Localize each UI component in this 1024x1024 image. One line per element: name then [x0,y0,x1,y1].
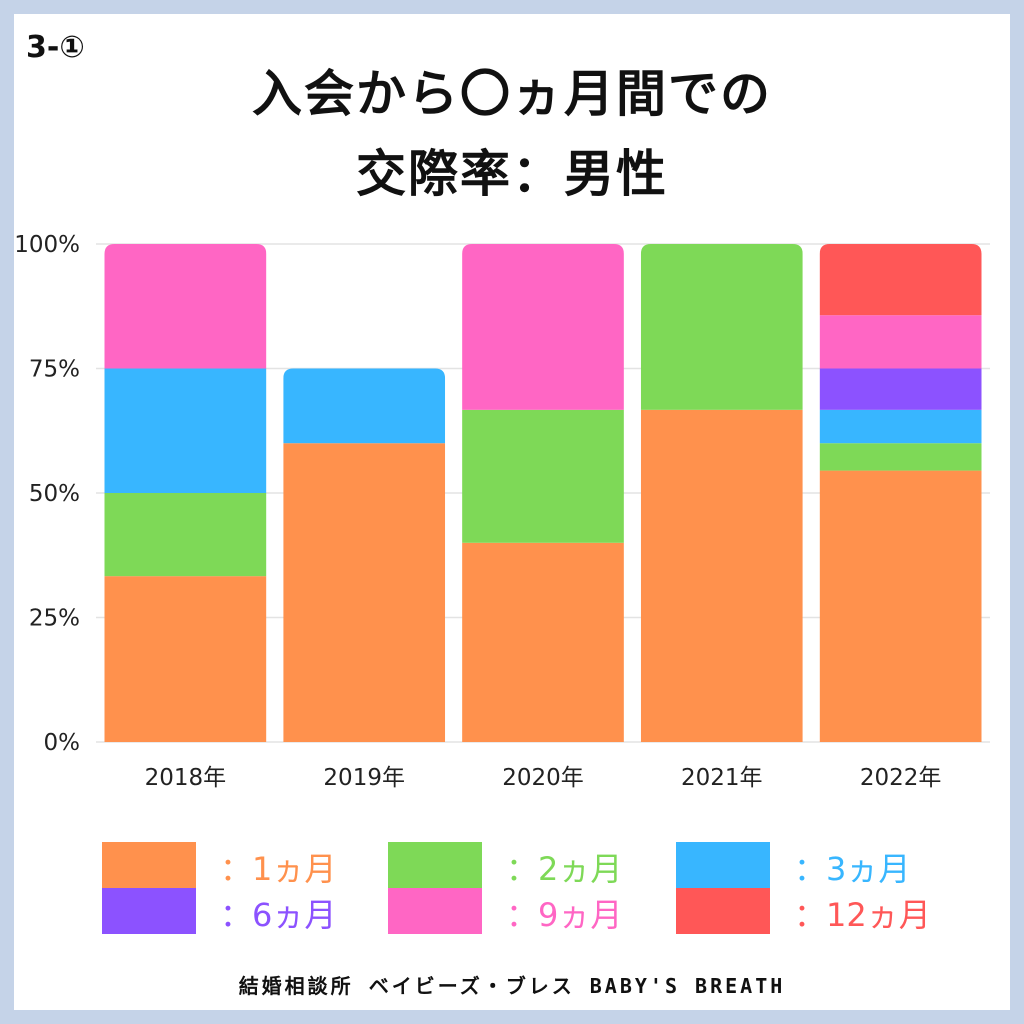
section-badge: 3-① [26,30,85,65]
bar-stack [283,368,446,742]
y-tick-label: 0% [44,730,81,756]
chart-title-line-1: 入会から〇ヵ月間での [252,65,772,123]
legend-swatch [676,888,770,934]
legend-label: ：1ヵ月 [220,850,337,888]
bar-segment [819,368,982,410]
bar-stack [819,244,982,742]
bar-segment [104,493,267,577]
stacked-bar-chart: 0% 25% 50% 75% 100% 2018年 2019年 2020年 2021年 2022年 [14,232,990,791]
x-tick-label: 2018年 [145,765,227,791]
bar-segment [104,244,267,369]
legend-swatch [388,888,482,934]
chart-title-line-2: 交際率：男性 [356,145,668,203]
legend-label: ：12ヵ月 [794,896,931,934]
bar-segment [640,244,803,410]
bar-segment [819,244,982,316]
legend-swatch [102,888,196,934]
x-tick-label: 2021年 [681,765,763,791]
bar-stack [640,244,803,742]
bar-segment [819,443,982,471]
bar-segment [819,409,982,444]
bar-segment [819,470,982,742]
bar-segment [462,409,624,543]
x-tick-label: 2020年 [502,765,584,791]
bar-stack [104,244,267,742]
legend-label: ：2ヵ月 [506,850,623,888]
bar-segment [104,368,267,493]
legend-label: ：6ヵ月 [220,896,337,934]
bar-segment [462,244,624,410]
y-tick-label: 50% [29,481,80,507]
y-tick-label: 100% [14,232,80,258]
footer-brand: 結婚相談所 ベイビーズ・ブレス BABY'S BREATH [238,974,786,998]
x-tick-label: 2019年 [323,765,405,791]
legend-label: ：9ヵ月 [506,896,623,934]
legend-swatch [388,842,482,888]
legend-swatch [102,842,196,888]
chart-legend: ：1ヵ月 ：2ヵ月 ：3ヵ月 ：6ヵ月 ：9ヵ月 ：12ヵ月 [0,838,1024,938]
bar-segment [819,315,982,369]
bar-segment [283,368,446,444]
bar-segment [462,542,624,742]
legend-label: ：3ヵ月 [794,850,911,888]
bar-stack [462,244,624,742]
x-tick-label: 2022年 [860,765,942,791]
y-tick-label: 75% [29,357,80,383]
bar-segment [104,576,267,742]
y-tick-label: 25% [29,606,80,632]
bar-segment [640,409,803,742]
legend-swatch [676,842,770,888]
bar-segment [283,443,446,742]
